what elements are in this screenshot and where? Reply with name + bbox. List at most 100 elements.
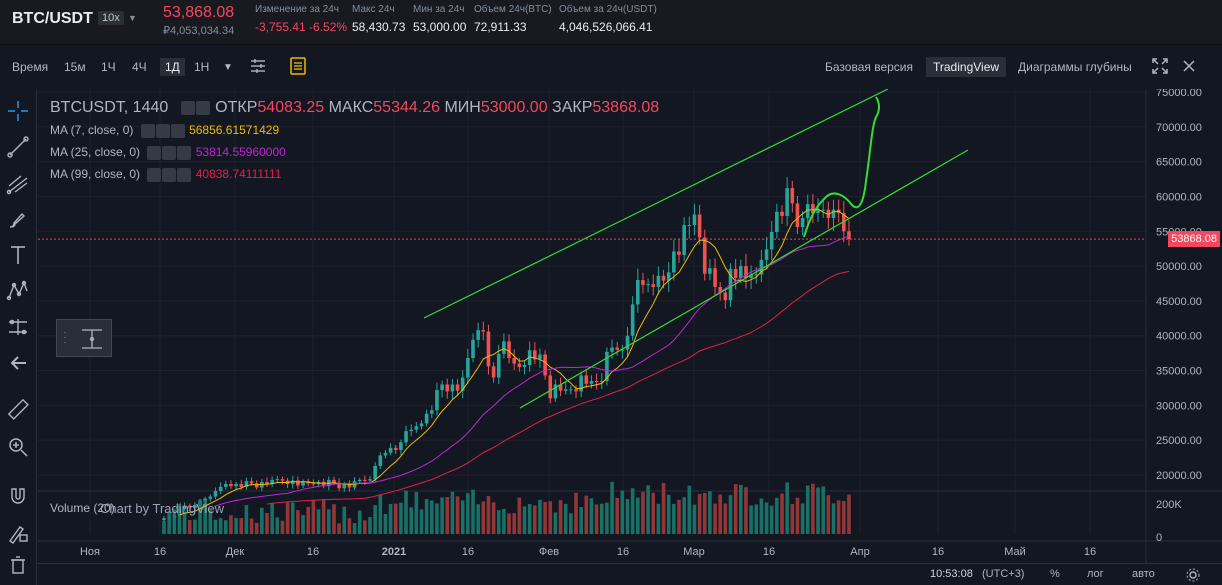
stat-label: Изменение за 24ч [255, 4, 339, 15]
pitchfork-icon[interactable] [6, 171, 30, 195]
stat-label: Объем за 24ч(USDT) [559, 4, 657, 15]
prediction-icon[interactable] [6, 315, 30, 339]
candle-body [301, 481, 305, 486]
settings-icon[interactable] [1186, 568, 1200, 585]
close-icon[interactable] [177, 145, 192, 160]
close-icon[interactable] [177, 167, 192, 182]
close-icon[interactable] [170, 123, 185, 138]
volume-bar [569, 513, 573, 534]
volume-bar [702, 492, 707, 534]
candle-body [620, 349, 625, 351]
candle-body [723, 292, 728, 301]
interval-1w[interactable]: 1Н [194, 60, 210, 74]
price-chart[interactable]: 75000.0070000.0065000.0060000.0055000.00… [38, 89, 1222, 563]
volume-bar [589, 498, 594, 534]
log-toggle[interactable]: лог [1087, 568, 1104, 580]
volume-bar [615, 497, 619, 534]
candle-body [388, 447, 393, 453]
ma-value: 56856.61571429 [189, 123, 280, 137]
candle-body [785, 188, 789, 216]
zoom-in-icon[interactable] [6, 435, 30, 459]
trash-icon[interactable] [6, 553, 30, 577]
text-tool-icon[interactable] [6, 243, 30, 267]
interval-1d[interactable]: 1Д [160, 58, 185, 76]
volume-bar [430, 500, 434, 534]
volume-bar [332, 504, 336, 534]
eye-icon[interactable] [147, 145, 162, 160]
interval-dropdown-icon[interactable]: ▼ [223, 62, 233, 73]
eye-icon[interactable] [147, 167, 162, 182]
crosshair-icon[interactable] [6, 99, 30, 123]
candle-body [486, 331, 491, 367]
candle-body [805, 204, 810, 219]
percent-toggle[interactable]: % [1050, 568, 1060, 580]
notes-icon[interactable] [288, 56, 308, 76]
volume-bar [342, 506, 347, 534]
gear-icon[interactable] [195, 100, 210, 115]
auto-toggle[interactable]: авто [1132, 568, 1155, 580]
chart-canvas[interactable]: 75000.0070000.0065000.0060000.0055000.00… [38, 89, 1222, 563]
volume-bar [270, 503, 274, 534]
interval-1h[interactable]: 1Ч [101, 60, 116, 74]
volume-bar [790, 503, 795, 534]
view-basic[interactable]: Базовая версия [825, 60, 913, 74]
candle-body [599, 380, 604, 382]
view-tradingview[interactable]: TradingView [926, 57, 1007, 77]
volume-bar [780, 493, 784, 534]
volume-bar [357, 510, 362, 534]
channel-upper-line [423, 89, 889, 319]
candle-body [378, 455, 383, 466]
stat-value: 53,000.00 [413, 20, 467, 34]
legend-open: 54083.25 [257, 99, 325, 116]
volume-axis-label: 200K [1156, 499, 1182, 511]
candle-body [476, 330, 480, 340]
trend-line-icon[interactable] [6, 135, 30, 159]
volume-bar [543, 501, 547, 534]
magnet-icon[interactable] [6, 485, 30, 509]
pair-title[interactable]: BTC/USDT [12, 10, 93, 27]
volume-bar [769, 505, 774, 534]
caret-down-icon[interactable]: ▼ [128, 13, 137, 23]
measure-icon[interactable] [57, 320, 113, 358]
ruler-icon[interactable] [6, 397, 30, 421]
gear-icon[interactable] [155, 123, 170, 138]
arrow-left-icon[interactable] [6, 351, 30, 375]
candle-body [208, 496, 213, 499]
time-axis-label: 16 [462, 546, 474, 558]
close-icon[interactable] [1179, 56, 1199, 76]
floating-tool-box[interactable] [56, 319, 112, 357]
stat-high: Макс 24ч 58,430.73 [352, 4, 405, 34]
view-depth[interactable]: Диаграммы глубины [1018, 60, 1132, 74]
indicator-settings-icon[interactable] [248, 56, 268, 76]
interval-15m[interactable]: 15м [64, 60, 86, 74]
volume-bar [682, 497, 686, 534]
candle-body [775, 211, 779, 232]
gear-icon[interactable] [162, 167, 177, 182]
volume-bar [574, 492, 578, 534]
ma7-line [179, 208, 850, 516]
gear-icon[interactable] [162, 145, 177, 160]
brush-icon[interactable] [6, 207, 30, 231]
price-axis-label: 25000.00 [1156, 435, 1202, 447]
interval-4h[interactable]: 4Ч [132, 60, 147, 74]
volume-bar [728, 495, 733, 534]
volume-bar [409, 507, 413, 534]
interval-time[interactable]: Время [12, 60, 49, 74]
leverage-badge[interactable]: 10x [98, 11, 124, 25]
volume-bar [450, 491, 455, 534]
pattern-icon[interactable] [6, 279, 30, 303]
volume-bar [337, 523, 341, 534]
timezone[interactable]: (UTC+3) [982, 568, 1025, 580]
eye-icon[interactable] [180, 100, 195, 115]
candle-body [847, 231, 851, 240]
fullscreen-icon[interactable] [1150, 56, 1170, 76]
volume-bar [502, 508, 506, 534]
lock-drawing-icon[interactable] [6, 521, 30, 545]
legend-symbol: BTCUSDT, 1440 [50, 99, 169, 116]
volume-bar [533, 505, 537, 534]
candle-body [460, 377, 465, 391]
eye-icon[interactable] [140, 123, 155, 138]
price-axis-label: 70000.00 [1156, 122, 1202, 134]
candle-body [842, 213, 846, 232]
candle-body [713, 268, 717, 287]
